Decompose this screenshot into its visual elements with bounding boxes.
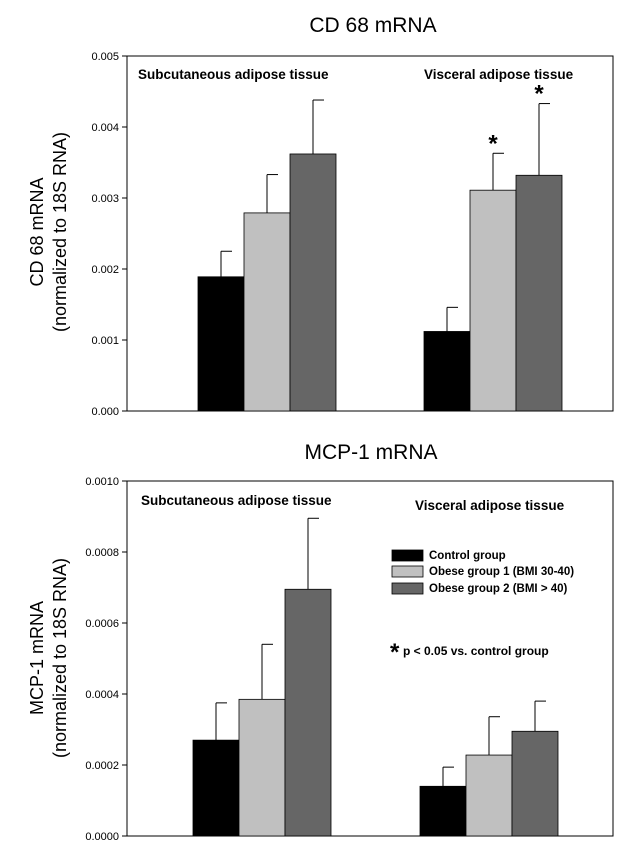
- mcp1-y-tick-label: 0.0004: [85, 689, 119, 701]
- cd68-y-tick-label: 0.003: [91, 193, 119, 205]
- mcp1-bar: [511, 730, 559, 837]
- legend-label-obese-2: Obese group 2 (BMI > 40): [429, 583, 568, 595]
- cd68-bars: **: [197, 81, 563, 412]
- legend-swatch-obese-1: [391, 565, 424, 578]
- mcp1-y-tick-label: 0.0002: [85, 760, 119, 772]
- mcp1-bar: [238, 698, 286, 837]
- cd68-group-label-visceral: Visceral adipose tissue: [424, 67, 574, 82]
- mcp1-plot-frame: [126, 480, 614, 837]
- mcp1-group-label-subcutaneous: Subcutaneous adipose tissue: [141, 493, 332, 508]
- cd68-chart-title: CD 68 mRNA: [309, 14, 436, 37]
- mcp1-y-axis: 0.0000 0.0002 0.0004 0.0006 0.0008 0.0010: [85, 476, 127, 841]
- cd68-plot-border: [126, 55, 614, 412]
- significance-note-text: p < 0.05 vs. control group: [403, 644, 549, 658]
- cd68-bar: [243, 212, 291, 412]
- mcp1-bars: [192, 517, 559, 837]
- mcp1-y-tick-label: 0.0000: [85, 831, 119, 841]
- cd68-bar: [515, 174, 563, 412]
- mcp1-bar: [419, 785, 467, 837]
- mcp1-bar: [465, 754, 513, 837]
- cd68-y-tick-label: 0.005: [91, 51, 119, 63]
- mcp1-y-tick-label: 0.0008: [85, 547, 119, 559]
- cd68-y-axis: 0.000 0.001 0.002 0.003 0.004 0.005: [91, 51, 127, 418]
- significance-note: * p < 0.05 vs. control group: [390, 639, 549, 666]
- mcp1-y-axis-sublabel: (normalized to 18S RNA): [50, 558, 70, 758]
- cd68-plot-frame: [126, 55, 614, 412]
- cd68-significance-star: *: [488, 130, 498, 157]
- cd68-chart: CD 68 mRNA CD 68 mRNA (normalized to 18S…: [27, 14, 614, 418]
- cd68-y-axis-label: CD 68 mRNA: [27, 177, 47, 286]
- mcp1-bar: [192, 739, 240, 837]
- cd68-y-tick-label: 0.004: [91, 122, 119, 134]
- legend-label-control: Control group: [429, 550, 506, 562]
- mcp1-y-tick-label: 0.0006: [85, 618, 119, 630]
- cd68-bar: [289, 153, 337, 412]
- mcp1-plot-border: [126, 480, 614, 837]
- cd68-significance-star: *: [534, 81, 544, 108]
- mcp1-chart-title: MCP-1 mRNA: [304, 441, 437, 464]
- mcp1-bar: [284, 588, 332, 837]
- mcp1-chart: MCP-1 mRNA MCP-1 mRNA (normalized to 18S…: [27, 441, 614, 841]
- cd68-y-tick-label: 0.001: [91, 335, 119, 347]
- cd68-group-label-subcutaneous: Subcutaneous adipose tissue: [138, 67, 329, 82]
- cd68-bar: [469, 189, 517, 412]
- legend-swatch-control: [391, 549, 424, 562]
- cd68-y-tick-label: 0.000: [91, 406, 119, 418]
- cd68-y-axis-sublabel: (normalized to 18S RNA): [50, 132, 70, 332]
- mcp1-y-axis-label: MCP-1 mRNA: [27, 601, 47, 715]
- cd68-y-tick-label: 0.002: [91, 264, 119, 276]
- legend-label-obese-1: Obese group 1 (BMI 30-40): [429, 566, 574, 578]
- legend-swatch-obese-2: [391, 582, 424, 595]
- legend: Control group Obese group 1 (BMI 30-40) …: [391, 549, 574, 595]
- mcp1-y-tick-label: 0.0010: [85, 476, 119, 488]
- mcp1-group-label-visceral: Visceral adipose tissue: [415, 498, 565, 513]
- cd68-bar: [197, 276, 245, 412]
- significance-note-star: *: [390, 639, 400, 666]
- cd68-bar: [423, 331, 471, 412]
